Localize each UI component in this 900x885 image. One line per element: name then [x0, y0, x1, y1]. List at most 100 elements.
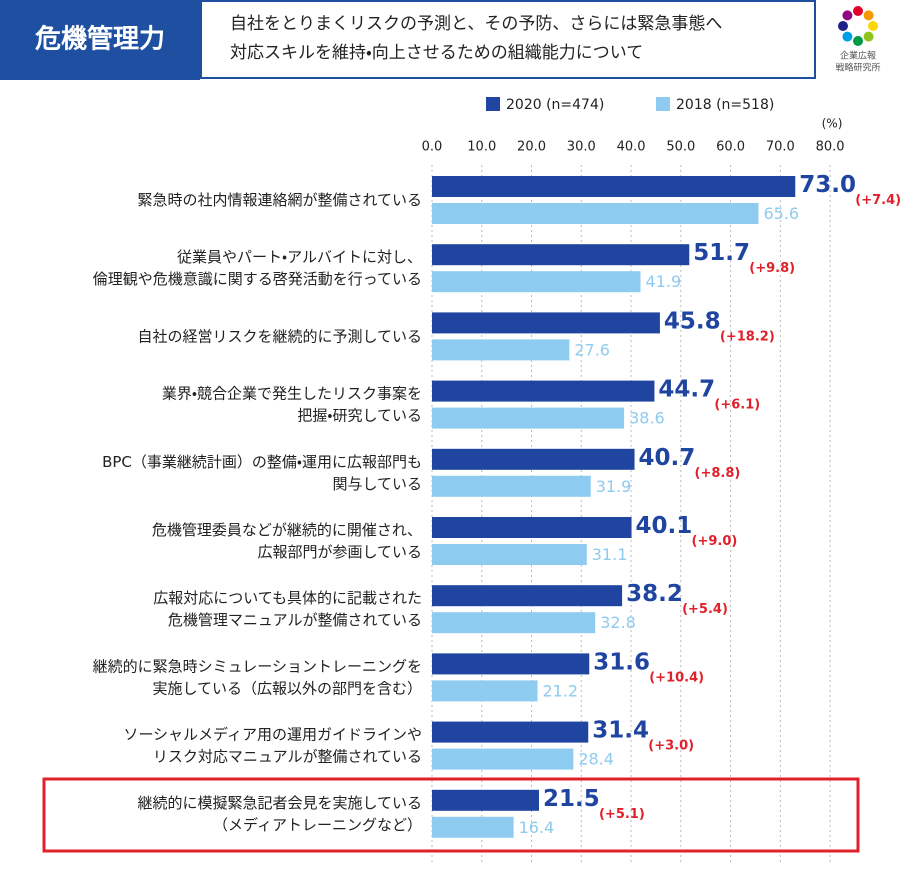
subtitle: 対応スキルを維持・向上させるための組織能力について [230, 43, 643, 63]
value-label: 21.5 [543, 786, 600, 812]
value-label: 31.9 [596, 477, 632, 496]
legend-swatch [486, 97, 500, 111]
x-tick-label: 10.0 [467, 140, 496, 155]
category-line: リスク対応マニュアルが整備されている [153, 747, 422, 765]
annotation: (+7.4) [855, 193, 900, 208]
value-label: 51.7 [693, 240, 750, 266]
category-label: 危機管理委員などが継続的に開催され、広報部門が参画している [152, 521, 422, 561]
value-label: 31.6 [593, 649, 650, 675]
bar [432, 816, 514, 838]
logo-text: 戦略研究所 [835, 62, 880, 74]
category-label: 緊急時の社内情報連絡網が整備されている [137, 191, 422, 209]
category-line: 広報部門が参画している [257, 543, 422, 561]
annotation: (+6.1) [714, 398, 760, 413]
bar [432, 517, 632, 538]
value-label: 38.2 [626, 581, 683, 607]
bar [432, 475, 591, 497]
logo [838, 6, 878, 46]
value-label: 31.4 [592, 718, 649, 744]
x-tick-label: 50.0 [666, 140, 695, 155]
x-tick-label: 40.0 [617, 140, 646, 155]
category-label: BPC（事業継続計画）の整備・運用に広報部門も関与している [102, 452, 422, 492]
subtitle-box [200, 0, 816, 79]
subtitle: 自社をとりまくリスクの予測と、その予防、さらには緊急事態へ [230, 14, 722, 34]
annotation: (+8.8) [695, 466, 741, 481]
annotation: (+10.4) [649, 670, 704, 685]
value-label: 21.2 [542, 681, 578, 700]
value-label: 32.8 [600, 613, 636, 632]
category-line: 緊急時の社内情報連絡網が整備されている [137, 191, 422, 209]
category-line: BPC（事業継続計画）の整備・運用に広報部門も [102, 452, 422, 470]
bar [432, 748, 574, 770]
category-line: 業界・競合企業で発生したリスク事案を [162, 384, 422, 402]
category-label: 継続的に緊急時シミュレーショントレーニングを実施している（広報以外の部門を含む） [93, 657, 422, 697]
x-tick-label: 30.0 [567, 140, 596, 155]
legend-label: 2018 (n=518) [676, 97, 774, 113]
bar [432, 789, 539, 811]
bar [432, 680, 538, 702]
x-tick-label: 60.0 [716, 140, 745, 155]
bar [432, 544, 587, 565]
value-label: 65.6 [763, 204, 799, 223]
annotation: (+9.0) [692, 534, 738, 549]
x-tick-label: 80.0 [816, 140, 845, 155]
category-label: 自社の経営リスクを継続的に予測している [137, 327, 422, 345]
bar [432, 448, 635, 470]
bar [432, 721, 589, 743]
category-line: 従業員やパート・アルバイトに対し、 [177, 248, 422, 266]
category-line: 把握・研究している [297, 406, 422, 424]
value-label: 41.9 [646, 272, 682, 291]
value-label: 31.1 [592, 545, 628, 564]
bar [432, 380, 655, 402]
bar [432, 176, 796, 197]
highlight-box [42, 777, 860, 853]
category-line: 広報対応についても具体的に記載された [153, 589, 422, 607]
legend-swatch [656, 97, 670, 111]
category-label: 広報対応についても具体的に記載された危機管理マニュアルが整備されている [153, 589, 422, 629]
category-label: 業界・競合企業で発生したリスク事案を把握・研究している [162, 384, 422, 424]
category-label: ソーシャルメディア用の運用ガイドラインやリスク対応マニュアルが整備されている [123, 725, 422, 765]
unit-label: (%) [822, 117, 843, 131]
bar [432, 203, 759, 224]
legend-label: 2020 (n=474) [506, 97, 604, 113]
bar [432, 407, 625, 429]
category-line: 危機管理委員などが継続的に開催され、 [152, 521, 422, 539]
annotation: (+18.2) [720, 329, 775, 344]
category-label: 継続的に模擬緊急記者会見を実施している （メディアトレーニングなど） [137, 793, 422, 833]
category-label: 従業員やパート・アルバイトに対し、倫理観や危機意識に関する啓発活動を行っている [93, 248, 422, 288]
value-label: 16.4 [519, 818, 555, 837]
category-line: 自社の経営リスクを継続的に予測している [137, 327, 422, 345]
value-label: 73.0 [799, 172, 856, 198]
category-line: 継続的に緊急時シミュレーショントレーニングを [93, 657, 422, 675]
chart-title: 危機管理力 [35, 24, 165, 55]
logo-text: 企業広報 [840, 50, 876, 62]
bar [432, 271, 641, 293]
category-line: ソーシャルメディア用の運用ガイドラインや [123, 725, 422, 743]
bar [432, 339, 570, 361]
value-label: 45.8 [664, 308, 721, 334]
annotation: (+9.8) [749, 261, 795, 276]
bar [432, 585, 623, 607]
bar [432, 612, 596, 634]
value-label: 38.6 [629, 409, 665, 428]
annotation: (+3.0) [648, 739, 694, 754]
annotation: (+5.1) [599, 807, 645, 822]
bar [432, 653, 590, 675]
category-line: 関与している [332, 474, 422, 492]
x-tick-label: 20.0 [517, 140, 546, 155]
value-label: 40.1 [636, 513, 693, 539]
bar [432, 244, 690, 266]
value-label: 28.4 [578, 750, 614, 769]
annotation: (+5.4) [682, 602, 728, 617]
category-line: 倫理観や危機意識に関する啓発活動を行っている [93, 270, 422, 288]
value-label: 40.7 [639, 445, 696, 471]
title-box [0, 0, 200, 80]
value-label: 44.7 [658, 377, 715, 403]
x-tick-label: 0.0 [422, 140, 443, 155]
category-line: 実施している（広報以外の部門を含む） [152, 679, 422, 697]
category-line: 継続的に模擬緊急記者会見を実施している [137, 793, 422, 811]
value-label: 27.6 [574, 340, 610, 359]
x-tick-label: 70.0 [766, 140, 795, 155]
category-line: 危機管理マニュアルが整備されている [168, 611, 422, 629]
